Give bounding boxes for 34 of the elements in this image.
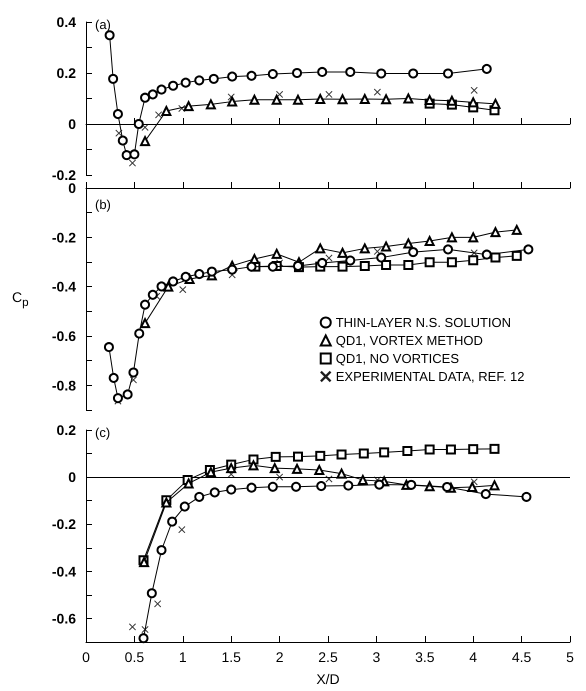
x-tick-label: 3 <box>372 649 380 665</box>
x-tick-label: 2.5 <box>318 649 338 665</box>
chart-title: (a) <box>95 17 111 32</box>
legend-label: QD1, NO VORTICES <box>336 351 460 366</box>
x-tick-label: 0 <box>82 649 90 665</box>
text: (b) <box>95 197 111 212</box>
y-tick-label: 0.2 <box>56 422 76 438</box>
y-tick-label: 0.2 <box>56 65 76 81</box>
y-tick-label: 0 <box>68 116 76 132</box>
y-tick-label: -0.4 <box>52 278 76 295</box>
x-tick-label: 1 <box>178 649 187 665</box>
y-tick-label: -0.6 <box>52 610 76 626</box>
x-tick-label: 4 <box>469 649 478 665</box>
y-axis-title: C$_{p}$ <box>12 289 29 309</box>
legend-label: EXPERIMENTAL DATA, REF. 12 <box>336 369 525 384</box>
x-tick-label: 2 <box>276 649 284 665</box>
chart-title: (c) <box>95 425 110 440</box>
y-tick-label: -0.2 <box>52 229 76 246</box>
y-tick-label: -0.8 <box>52 377 76 394</box>
y-tick-label: -0.2 <box>52 516 76 532</box>
y-tick-label: -0.2 <box>52 167 76 183</box>
y-tick-label: -0.4 <box>52 563 76 580</box>
y-tick-label: 0.4 <box>56 14 76 30</box>
x-tick-label: 0.5 <box>124 649 144 665</box>
x-tick-label: 5 <box>566 649 574 665</box>
x-tick-label: 1.5 <box>221 649 242 665</box>
x-tick-label: 3.5 <box>415 649 435 665</box>
y-tick-label: 0 <box>68 180 76 196</box>
x-axis-title: X/D <box>316 671 340 687</box>
y-tick-label: 0 <box>68 469 76 486</box>
legend-label: QD1, VORTEX METHOD <box>336 333 483 348</box>
y-tick-label: -0.6 <box>52 328 76 344</box>
x-tick-label: 4.5 <box>512 649 532 665</box>
legend-label: THIN-LAYER N.S. SOLUTION <box>336 315 512 330</box>
